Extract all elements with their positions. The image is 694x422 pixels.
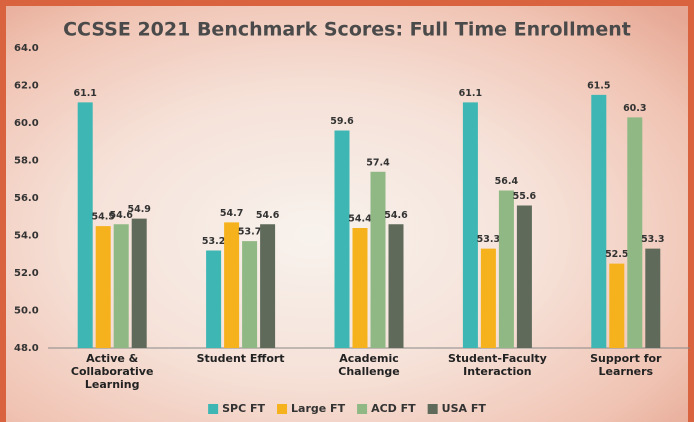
y-tick-label: 54.0 — [14, 231, 39, 242]
bar — [462, 102, 478, 348]
bar — [591, 94, 607, 348]
data-label: 61.1 — [459, 88, 482, 99]
bar — [352, 228, 368, 348]
data-label: 54.5 — [91, 212, 114, 223]
x-tick-label: Support for Learners — [590, 352, 662, 378]
bar — [480, 248, 496, 348]
x-tick-label: Student-Faculty Interaction — [447, 352, 547, 378]
legend-label: USA FT — [442, 402, 487, 415]
bar — [627, 117, 643, 348]
legend: SPC FT Large FT ACD FT USA FT — [208, 402, 486, 415]
x-tick-label: Student Effort — [196, 352, 285, 365]
data-label: 53.3 — [477, 234, 500, 245]
data-label: 61.1 — [73, 88, 96, 99]
x-tick-label-box: Active & Collaborative Learning — [70, 352, 154, 391]
y-tick-label: 58.0 — [14, 156, 39, 167]
x-tick-label-box: Student-Faculty Interaction — [447, 352, 547, 378]
bar — [242, 241, 258, 348]
bar — [645, 248, 661, 348]
bar — [498, 190, 514, 348]
bar — [95, 226, 111, 348]
y-tick-label: 60.0 — [14, 118, 39, 129]
chart-title: CCSSE 2021 Benchmark Scores: Full Time E… — [63, 19, 631, 41]
bar — [224, 222, 240, 348]
x-tick-label-box: Academic Challenge — [338, 352, 400, 378]
data-label: 54.6 — [384, 210, 408, 221]
legend-swatch — [427, 404, 438, 414]
bar — [609, 263, 625, 348]
bar — [113, 224, 129, 348]
x-tick-label-box: Student Effort — [196, 352, 285, 365]
data-label: 57.4 — [366, 157, 390, 168]
data-label: 54.7 — [220, 208, 243, 219]
y-tick-label: 50.0 — [14, 306, 39, 317]
data-label: 53.7 — [238, 227, 261, 238]
data-label: 61.5 — [587, 80, 610, 91]
data-label: 54.6 — [256, 210, 280, 221]
legend-label: ACD FT — [371, 402, 416, 415]
bar — [334, 130, 350, 348]
data-label: 55.6 — [513, 191, 537, 202]
bar — [260, 224, 276, 348]
x-tick-label-box: Support for Learners — [590, 352, 662, 378]
data-label: 53.2 — [202, 236, 225, 247]
bar — [388, 224, 404, 348]
y-tick-label: 62.0 — [14, 81, 39, 92]
data-label: 59.6 — [330, 116, 354, 127]
y-tick-label: 56.0 — [14, 193, 39, 204]
x-tick-label: Academic Challenge — [338, 352, 400, 378]
legend-label: SPC FT — [222, 402, 265, 415]
data-label: 60.3 — [623, 103, 646, 114]
data-label: 53.3 — [641, 234, 664, 245]
data-label: 54.4 — [348, 214, 372, 225]
legend-swatch — [357, 404, 368, 414]
data-label: 52.5 — [605, 249, 628, 260]
legend-swatch — [277, 404, 288, 414]
bar — [77, 102, 93, 348]
legend-label: Large FT — [291, 402, 346, 415]
x-tick-label: Active & Collaborative Learning — [70, 352, 154, 391]
bar — [370, 171, 386, 348]
y-tick-label: 64.0 — [14, 43, 39, 54]
legend-swatch — [208, 404, 219, 414]
bar — [206, 250, 222, 348]
bar — [131, 218, 147, 348]
y-tick-label: 52.0 — [14, 268, 39, 279]
data-label: 56.4 — [495, 176, 519, 187]
data-label: 54.6 — [109, 210, 133, 221]
data-label: 54.9 — [127, 204, 150, 215]
y-tick-label: 48.0 — [14, 343, 39, 354]
bar — [516, 205, 532, 348]
